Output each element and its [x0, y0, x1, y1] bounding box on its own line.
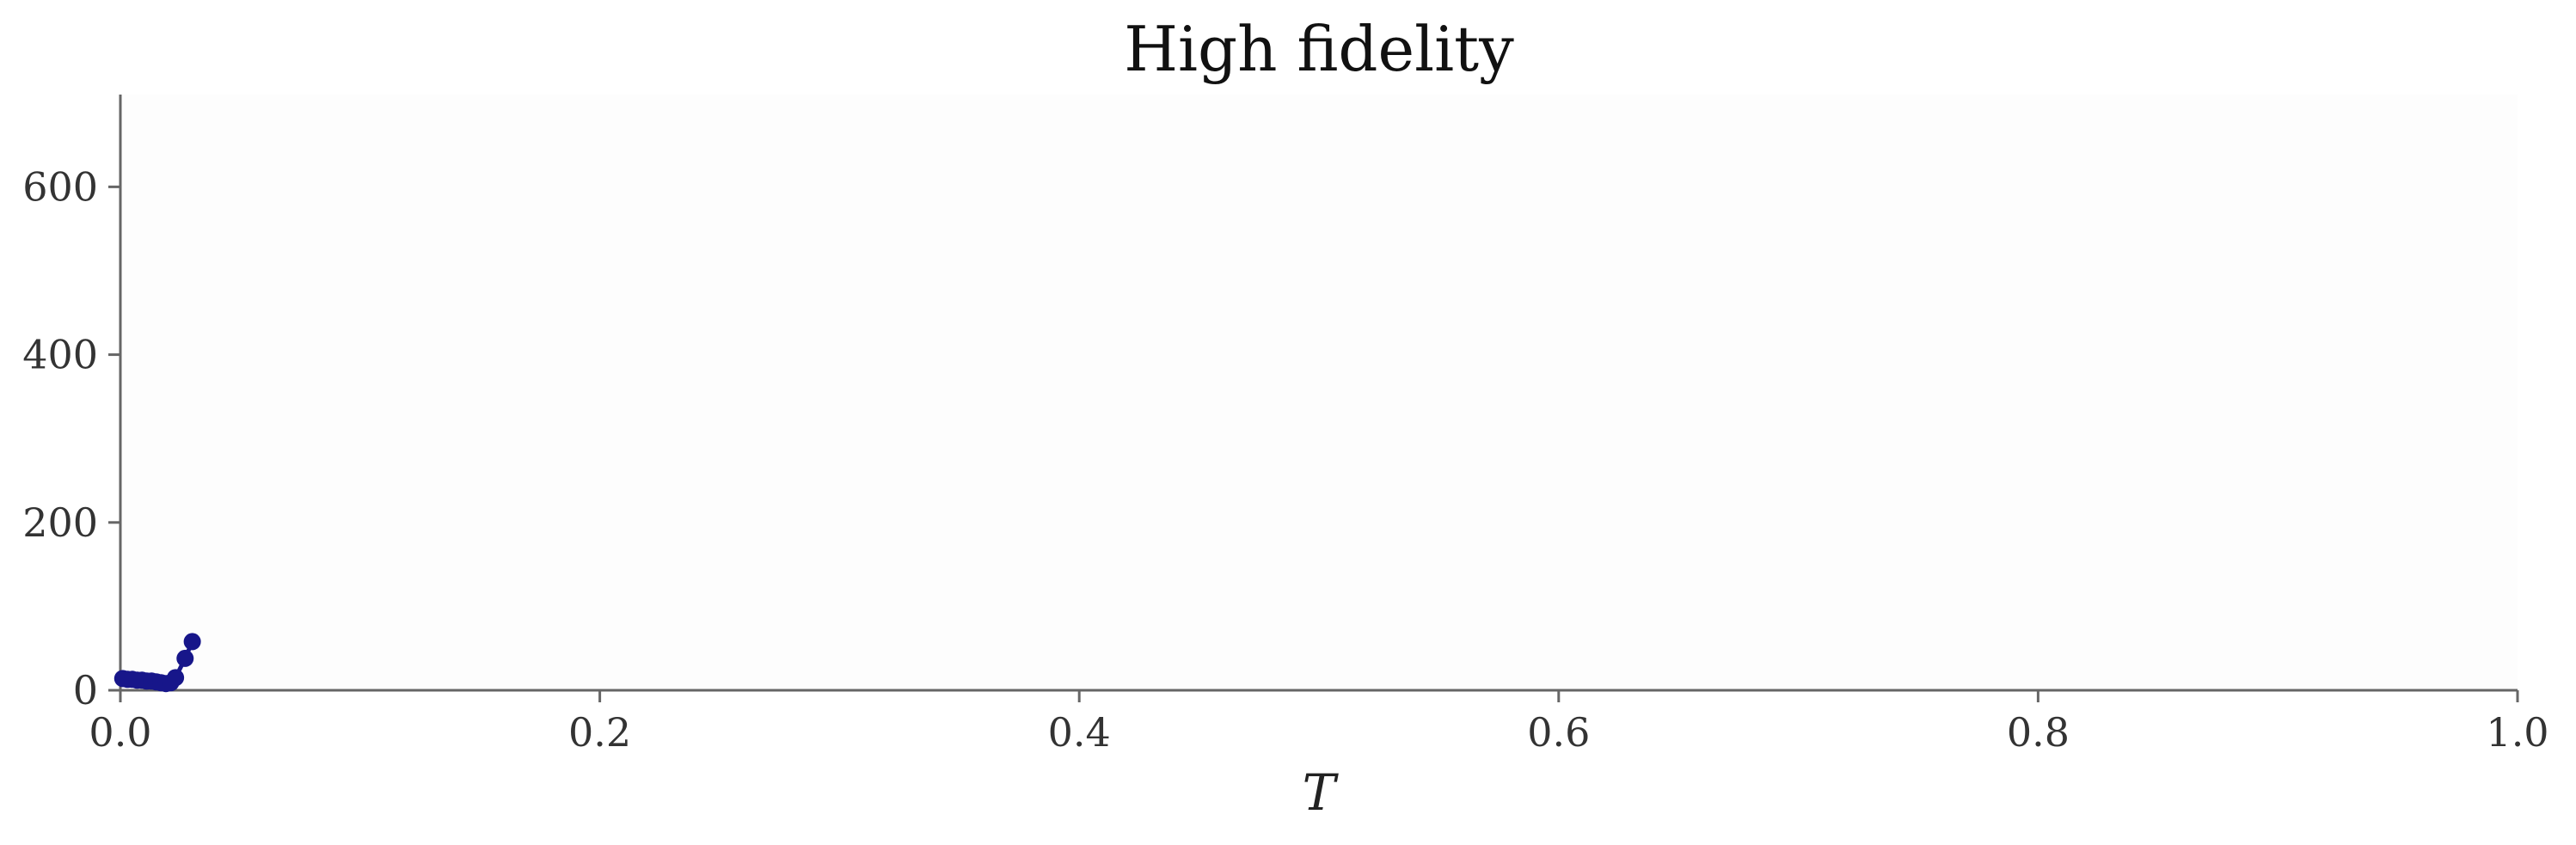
- x-tick-label: 0.8: [2007, 709, 2070, 756]
- data-series: [113, 633, 201, 693]
- x-tick-label: 1.0: [2486, 709, 2548, 756]
- y-tick-label: 0: [73, 667, 98, 713]
- x-tick-label: 0.6: [1527, 709, 1590, 756]
- plot-background: [120, 95, 2518, 690]
- y-axis: 0 200 400 600: [22, 95, 122, 713]
- x-tick-label: 0.0: [89, 709, 151, 756]
- data-point: [176, 649, 194, 667]
- data-point: [167, 669, 185, 687]
- y-tick-label: 200: [22, 499, 98, 546]
- data-point: [183, 633, 201, 651]
- x-axis-label: T: [1303, 763, 1340, 822]
- x-tick-label: 0.4: [1048, 709, 1111, 756]
- y-tick-label: 400: [22, 332, 98, 378]
- y-tick-label: 600: [22, 163, 98, 210]
- x-tick-label: 0.2: [568, 709, 631, 756]
- x-axis: 0.0 0.2 0.4 0.6 0.8 1.0: [89, 689, 2549, 756]
- chart-title: High fidelity: [1124, 13, 1514, 85]
